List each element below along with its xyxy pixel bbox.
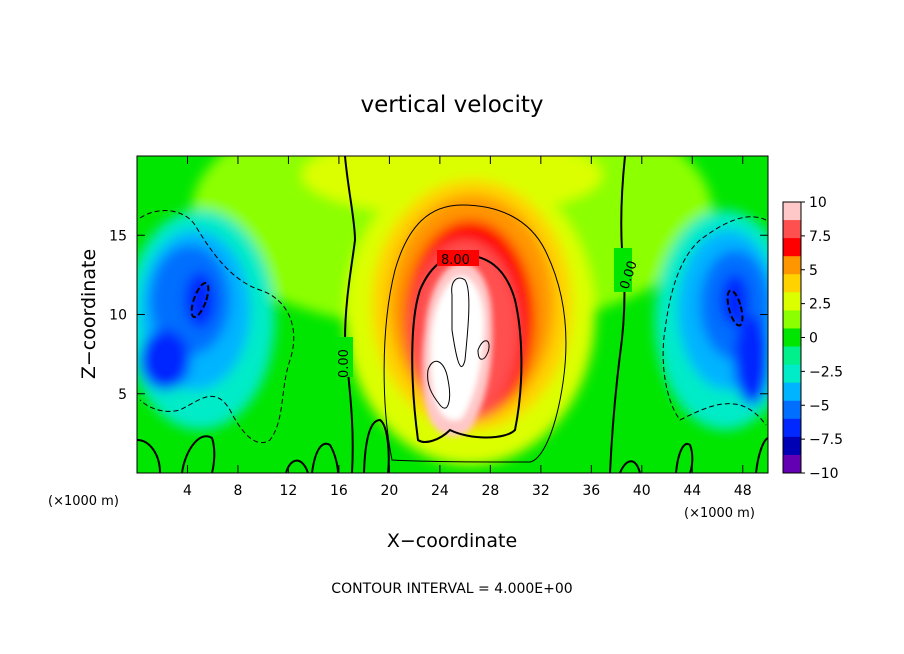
contour-core-c — [477, 340, 490, 360]
colorbar-swatch — [783, 346, 801, 366]
contour-interval-text: CONTOUR INTERVAL = 4.000E+00 — [331, 581, 572, 597]
y-tick-label: 15 — [109, 228, 127, 244]
colorbar-swatch — [783, 274, 801, 293]
x-tick-label: 4 — [183, 483, 192, 499]
contour-base-2 — [181, 435, 216, 473]
colorbar-tick-label: −2.5 — [809, 364, 843, 380]
contour-base-1 — [137, 439, 161, 473]
contour-core-a — [451, 277, 470, 368]
colorbar-tick-label: −7.5 — [809, 432, 843, 448]
colorbar-swatch — [783, 436, 801, 456]
contour-lines — [137, 156, 768, 473]
colorbar-tick-label: 2.5 — [809, 297, 831, 313]
contour-zero-right — [609, 156, 626, 473]
x-tick-label: 36 — [582, 483, 600, 499]
colorbar-swatch — [783, 220, 801, 239]
x-tick-label: 40 — [633, 483, 651, 499]
x-tick-label: 12 — [280, 483, 298, 499]
colorbar-swatch — [783, 382, 801, 402]
contour-base-6 — [619, 460, 641, 473]
contour-base-4 — [311, 442, 339, 473]
colorbar-tick-label: 7.5 — [809, 229, 831, 245]
colorbar-swatch — [783, 364, 801, 384]
contour-eight — [411, 253, 523, 443]
contour-label-center: 8.00 — [441, 253, 470, 268]
y-axis-label: Z−coordinate — [78, 249, 100, 379]
chart-title: vertical velocity — [361, 92, 544, 118]
contour-base-3 — [285, 459, 309, 473]
x-tick-label: 32 — [532, 483, 550, 499]
colorbar-swatch — [783, 202, 801, 221]
colorbar-tick-label: 0 — [809, 331, 818, 347]
x-tick-label: 44 — [683, 483, 701, 499]
contour-base-7 — [675, 442, 694, 473]
contour-zero-left — [343, 156, 357, 473]
plot-area: 0.00 0.00 8.00 — [137, 156, 768, 473]
x-tick-label: 28 — [481, 483, 499, 499]
x-unit-left: (×1000 m) — [48, 494, 119, 509]
x-tick-label: 16 — [330, 483, 348, 499]
colorbar-swatch — [783, 238, 801, 257]
colorbar-swatch — [783, 256, 801, 275]
colorbar-swatch — [783, 418, 801, 438]
contour-four — [383, 204, 567, 463]
updraft-core — [422, 262, 493, 437]
x-unit-right: (×1000 m) — [684, 506, 755, 521]
y-tick-label: 5 — [118, 387, 127, 403]
contour-label-left: 0.00 — [337, 349, 352, 378]
x-axis-ticks: 4 8 12 16 20 24 28 32 36 40 44 48 — [183, 156, 752, 499]
contour-min-left — [190, 281, 210, 319]
colorbar-tick-label: 5 — [809, 263, 818, 279]
colorbar-swatch — [783, 310, 801, 329]
x-tick-label: 48 — [734, 483, 752, 499]
colorbar-swatch — [783, 292, 801, 311]
contour-core-b — [427, 360, 451, 409]
colorbar-tick-label: −5 — [809, 398, 830, 414]
colorbar: 10 7.5 5 2.5 0 −2.5 −5 −7.5 −10 — [782, 195, 843, 482]
x-axis-label: X−coordinate — [387, 530, 517, 552]
contour-neg-right — [662, 216, 767, 426]
x-tick-label: 24 — [431, 483, 449, 499]
x-tick-label: 8 — [233, 483, 242, 499]
colorbar-swatch — [783, 328, 801, 348]
colorbar-tick-label: −10 — [809, 466, 839, 482]
contour-base-8 — [755, 437, 768, 473]
contour-min-right — [726, 289, 744, 327]
colorbar-tick-label: 10 — [809, 195, 827, 211]
x-tick-label: 20 — [380, 483, 398, 499]
y-tick-label: 10 — [109, 308, 127, 324]
y-axis-ticks: 5 10 15 — [109, 228, 768, 403]
contour-base-5 — [363, 418, 390, 473]
colorbar-swatch — [783, 454, 801, 474]
colorbar-swatch — [783, 400, 801, 420]
